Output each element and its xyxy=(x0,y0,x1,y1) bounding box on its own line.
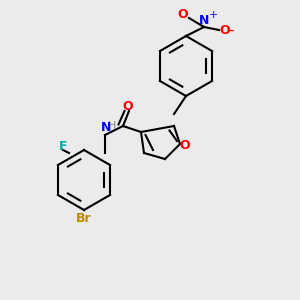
Text: O: O xyxy=(179,139,190,152)
Text: N: N xyxy=(199,14,209,28)
Text: N: N xyxy=(101,121,112,134)
Text: +: + xyxy=(208,10,218,20)
Text: -: - xyxy=(228,22,234,38)
Text: H: H xyxy=(108,121,117,131)
Text: O: O xyxy=(122,100,133,113)
Text: F: F xyxy=(59,140,67,154)
Text: Br: Br xyxy=(76,212,92,226)
Text: O: O xyxy=(178,8,188,22)
Text: O: O xyxy=(220,23,230,37)
